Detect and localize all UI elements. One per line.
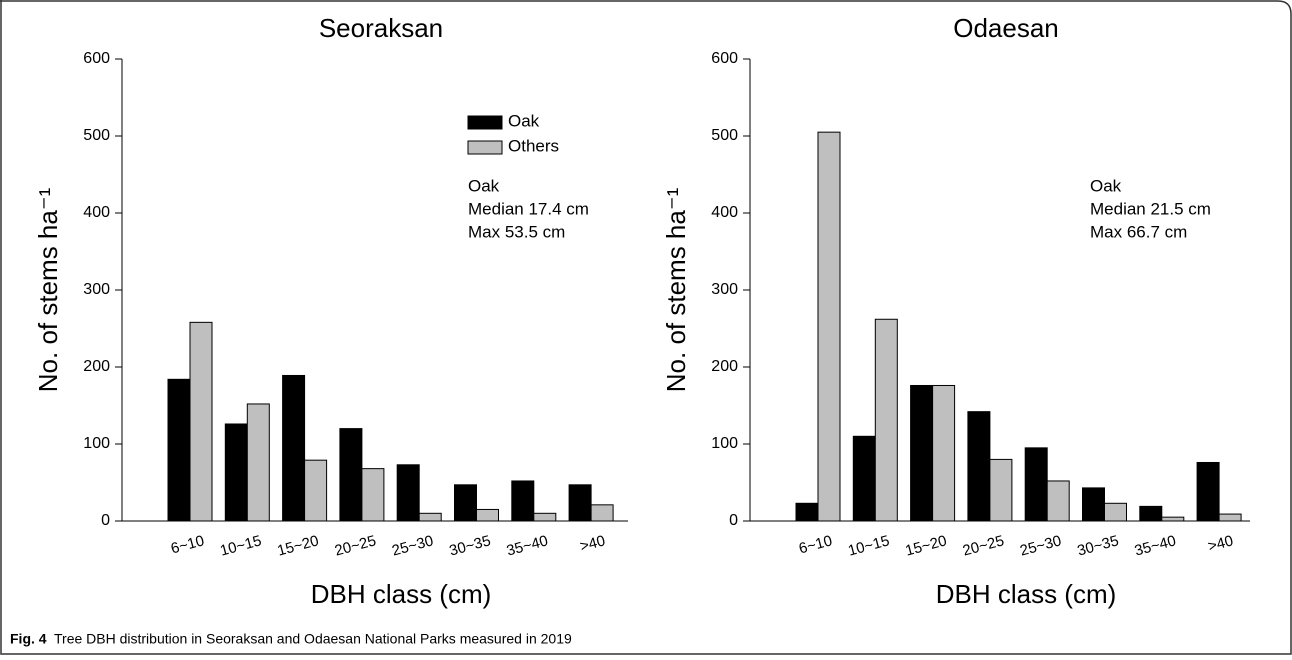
y-tick-label: 300 <box>711 281 738 298</box>
annotation: Max 66.7 cm <box>1090 222 1187 241</box>
y-tick-label: 400 <box>711 204 738 221</box>
y-tick-label: 100 <box>83 435 110 452</box>
y-axis-label: No. of stems ha⁻¹ <box>33 187 63 392</box>
x-tick-label: 30~35 <box>447 532 492 559</box>
y-tick-label: 500 <box>711 127 738 144</box>
x-tick-label: >40 <box>578 532 607 555</box>
bar <box>795 502 819 522</box>
caption-text: Tree DBH distribution in Seoraksan and O… <box>54 631 572 647</box>
bar <box>1104 502 1127 522</box>
bar <box>511 480 535 522</box>
bar <box>396 464 420 522</box>
y-tick-label: 300 <box>83 281 110 298</box>
chart-title: Seoraksan <box>319 13 443 43</box>
bar <box>282 374 306 522</box>
bar <box>852 435 876 522</box>
x-tick-label: 35~40 <box>505 532 550 559</box>
bar <box>1046 480 1070 522</box>
y-tick-label: 200 <box>711 358 738 375</box>
y-tick-label: 400 <box>83 204 110 221</box>
x-tick-label: 6~10 <box>797 532 834 557</box>
bar <box>1082 487 1105 522</box>
bar <box>454 484 477 522</box>
x-tick-label: 20~25 <box>961 532 1006 559</box>
bar <box>533 512 557 522</box>
x-tick-label: 25~30 <box>390 532 435 559</box>
bar <box>1024 447 1048 522</box>
x-tick-label: 20~25 <box>333 532 378 559</box>
y-tick-label: 600 <box>83 50 110 67</box>
y-tick-label: 0 <box>729 512 738 529</box>
y-tick-label: 200 <box>83 358 110 375</box>
annotation: Oak <box>468 176 500 195</box>
bar <box>339 428 363 522</box>
x-tick-label: 25~30 <box>1018 532 1063 559</box>
x-axis-label: DBH class (cm) <box>936 579 1117 609</box>
y-tick-label: 0 <box>101 512 110 529</box>
bar <box>967 411 991 522</box>
annotation: Median 21.5 cm <box>1090 199 1211 218</box>
bar <box>476 508 499 522</box>
y-tick-label: 600 <box>711 50 738 67</box>
bar <box>932 384 956 522</box>
bar <box>304 459 328 522</box>
caption-label: Fig. 4 <box>10 631 47 647</box>
x-tick-label: 10~15 <box>846 532 891 559</box>
bar <box>568 484 592 522</box>
chart-title: Odaesan <box>953 13 1059 43</box>
x-tick-label: 15~20 <box>904 532 949 559</box>
bar <box>224 423 248 522</box>
bar <box>1139 505 1163 522</box>
bar <box>189 321 213 522</box>
legend-label: Others <box>508 136 559 155</box>
x-tick-label: 30~35 <box>1075 532 1120 559</box>
bar <box>1161 516 1185 522</box>
bar <box>1196 461 1220 522</box>
x-tick-label: 10~15 <box>218 532 263 559</box>
bar <box>817 131 841 522</box>
annotation: Oak <box>1090 176 1122 195</box>
bar <box>910 384 934 522</box>
x-tick-label: 15~20 <box>276 532 321 559</box>
bar <box>361 468 385 522</box>
bar <box>590 504 614 522</box>
x-tick-label: 35~40 <box>1133 532 1178 559</box>
x-tick-label: 6~10 <box>169 532 206 557</box>
bar <box>246 403 270 522</box>
x-axis-label: DBH class (cm) <box>311 579 492 609</box>
legend-swatch <box>467 115 503 130</box>
bar <box>418 512 442 522</box>
bar <box>874 318 898 522</box>
y-tick-label: 100 <box>711 435 738 452</box>
legend-label: Oak <box>508 111 540 130</box>
annotation: Median 17.4 cm <box>468 199 589 218</box>
legend-swatch <box>467 140 503 155</box>
bar <box>167 378 191 522</box>
bar <box>1218 513 1242 522</box>
y-axis-label: No. of stems ha⁻¹ <box>661 187 691 392</box>
bar <box>989 458 1013 522</box>
x-tick-label: >40 <box>1206 532 1235 555</box>
y-tick-label: 500 <box>83 127 110 144</box>
annotation: Max 53.5 cm <box>468 222 565 241</box>
